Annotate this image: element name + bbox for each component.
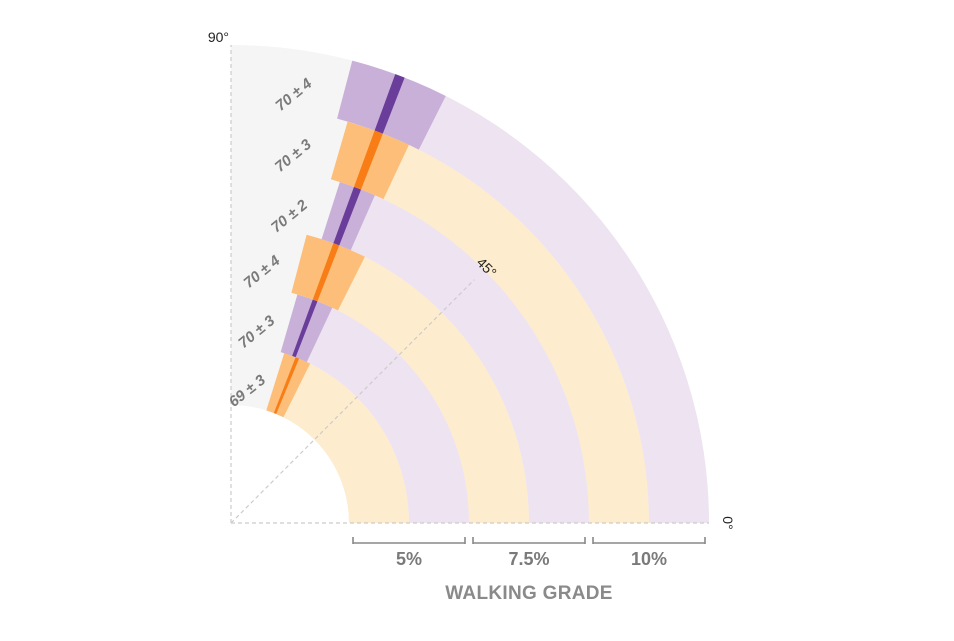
- mean-mark: [354, 130, 383, 190]
- band-ring: [293, 300, 469, 523]
- x-axis-title: WALKING GRADE: [445, 583, 613, 604]
- x-bracket: 7.5%: [472, 537, 586, 569]
- band-ring: [336, 188, 589, 524]
- angle-label-90: 90°: [208, 29, 229, 45]
- sd-wedge: [266, 353, 311, 418]
- axis-45-line: [230, 279, 475, 524]
- x-tick-label: 7.5%: [508, 549, 549, 569]
- mean-mark: [273, 357, 300, 414]
- band-ring: [275, 357, 409, 523]
- mean-mark: [312, 243, 340, 302]
- x-tick-label: 5%: [396, 549, 422, 569]
- mean-mark: [374, 74, 405, 134]
- mean-mark: [292, 299, 318, 358]
- mean-mark: [333, 186, 362, 246]
- angle-label-0: 0°: [720, 516, 736, 529]
- band-ring: [315, 244, 529, 524]
- x-tick-label: 10%: [631, 549, 667, 569]
- x-bracket: 5%: [352, 537, 466, 569]
- x-bracket: 10%: [592, 537, 706, 569]
- band-ring: [357, 131, 649, 524]
